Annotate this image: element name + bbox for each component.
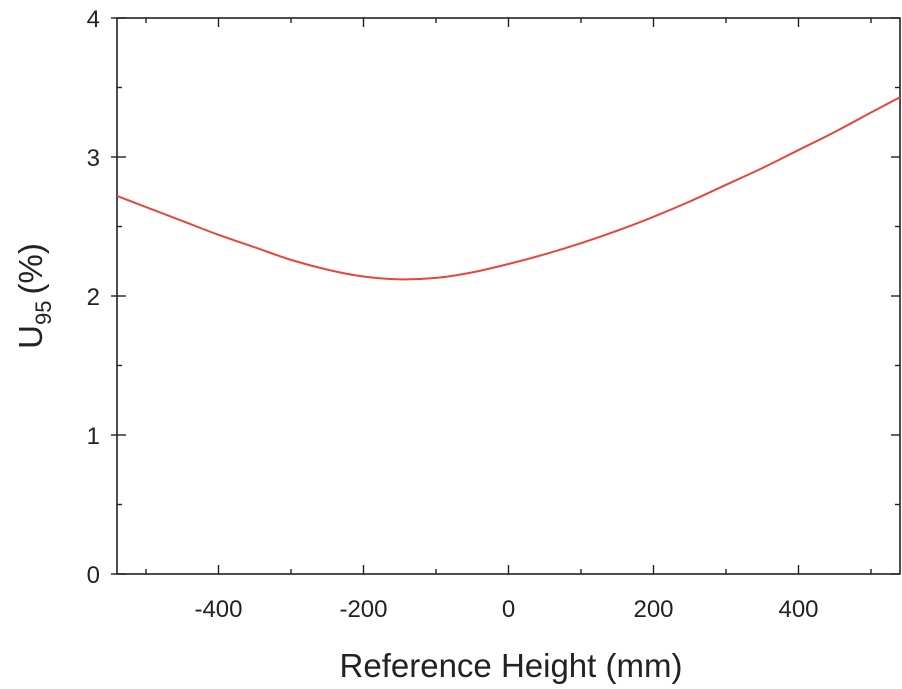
y-axis-title-unit: (%): [12, 243, 49, 294]
y-tick-label: 2: [87, 284, 100, 311]
x-tick-label: -200: [339, 596, 387, 623]
x-tick-label: -400: [194, 596, 242, 623]
x-tick-label: 0: [502, 596, 515, 623]
y-tick-label: 3: [87, 145, 100, 172]
y-tick-label: 1: [87, 423, 100, 450]
y-tick-label: 0: [87, 562, 100, 589]
ticks: [111, 17, 900, 575]
tick-labels: -400 -200 0 200 400 0 1 2 3 4: [87, 6, 819, 623]
plot-frame: [116, 17, 901, 575]
plot-border: [116, 17, 901, 575]
y-axis-title-subscript: 95: [31, 301, 56, 325]
y-axis-title: U95 (%): [12, 243, 56, 349]
series-line: [116, 96, 901, 281]
x-axis-title: Reference Height (mm): [340, 647, 683, 684]
y-tick-label: 4: [87, 6, 100, 33]
x-tick-label: 400: [778, 596, 818, 623]
y-axis-title-main: U: [12, 325, 49, 349]
series: [116, 96, 901, 281]
x-tick-label: 200: [633, 596, 673, 623]
